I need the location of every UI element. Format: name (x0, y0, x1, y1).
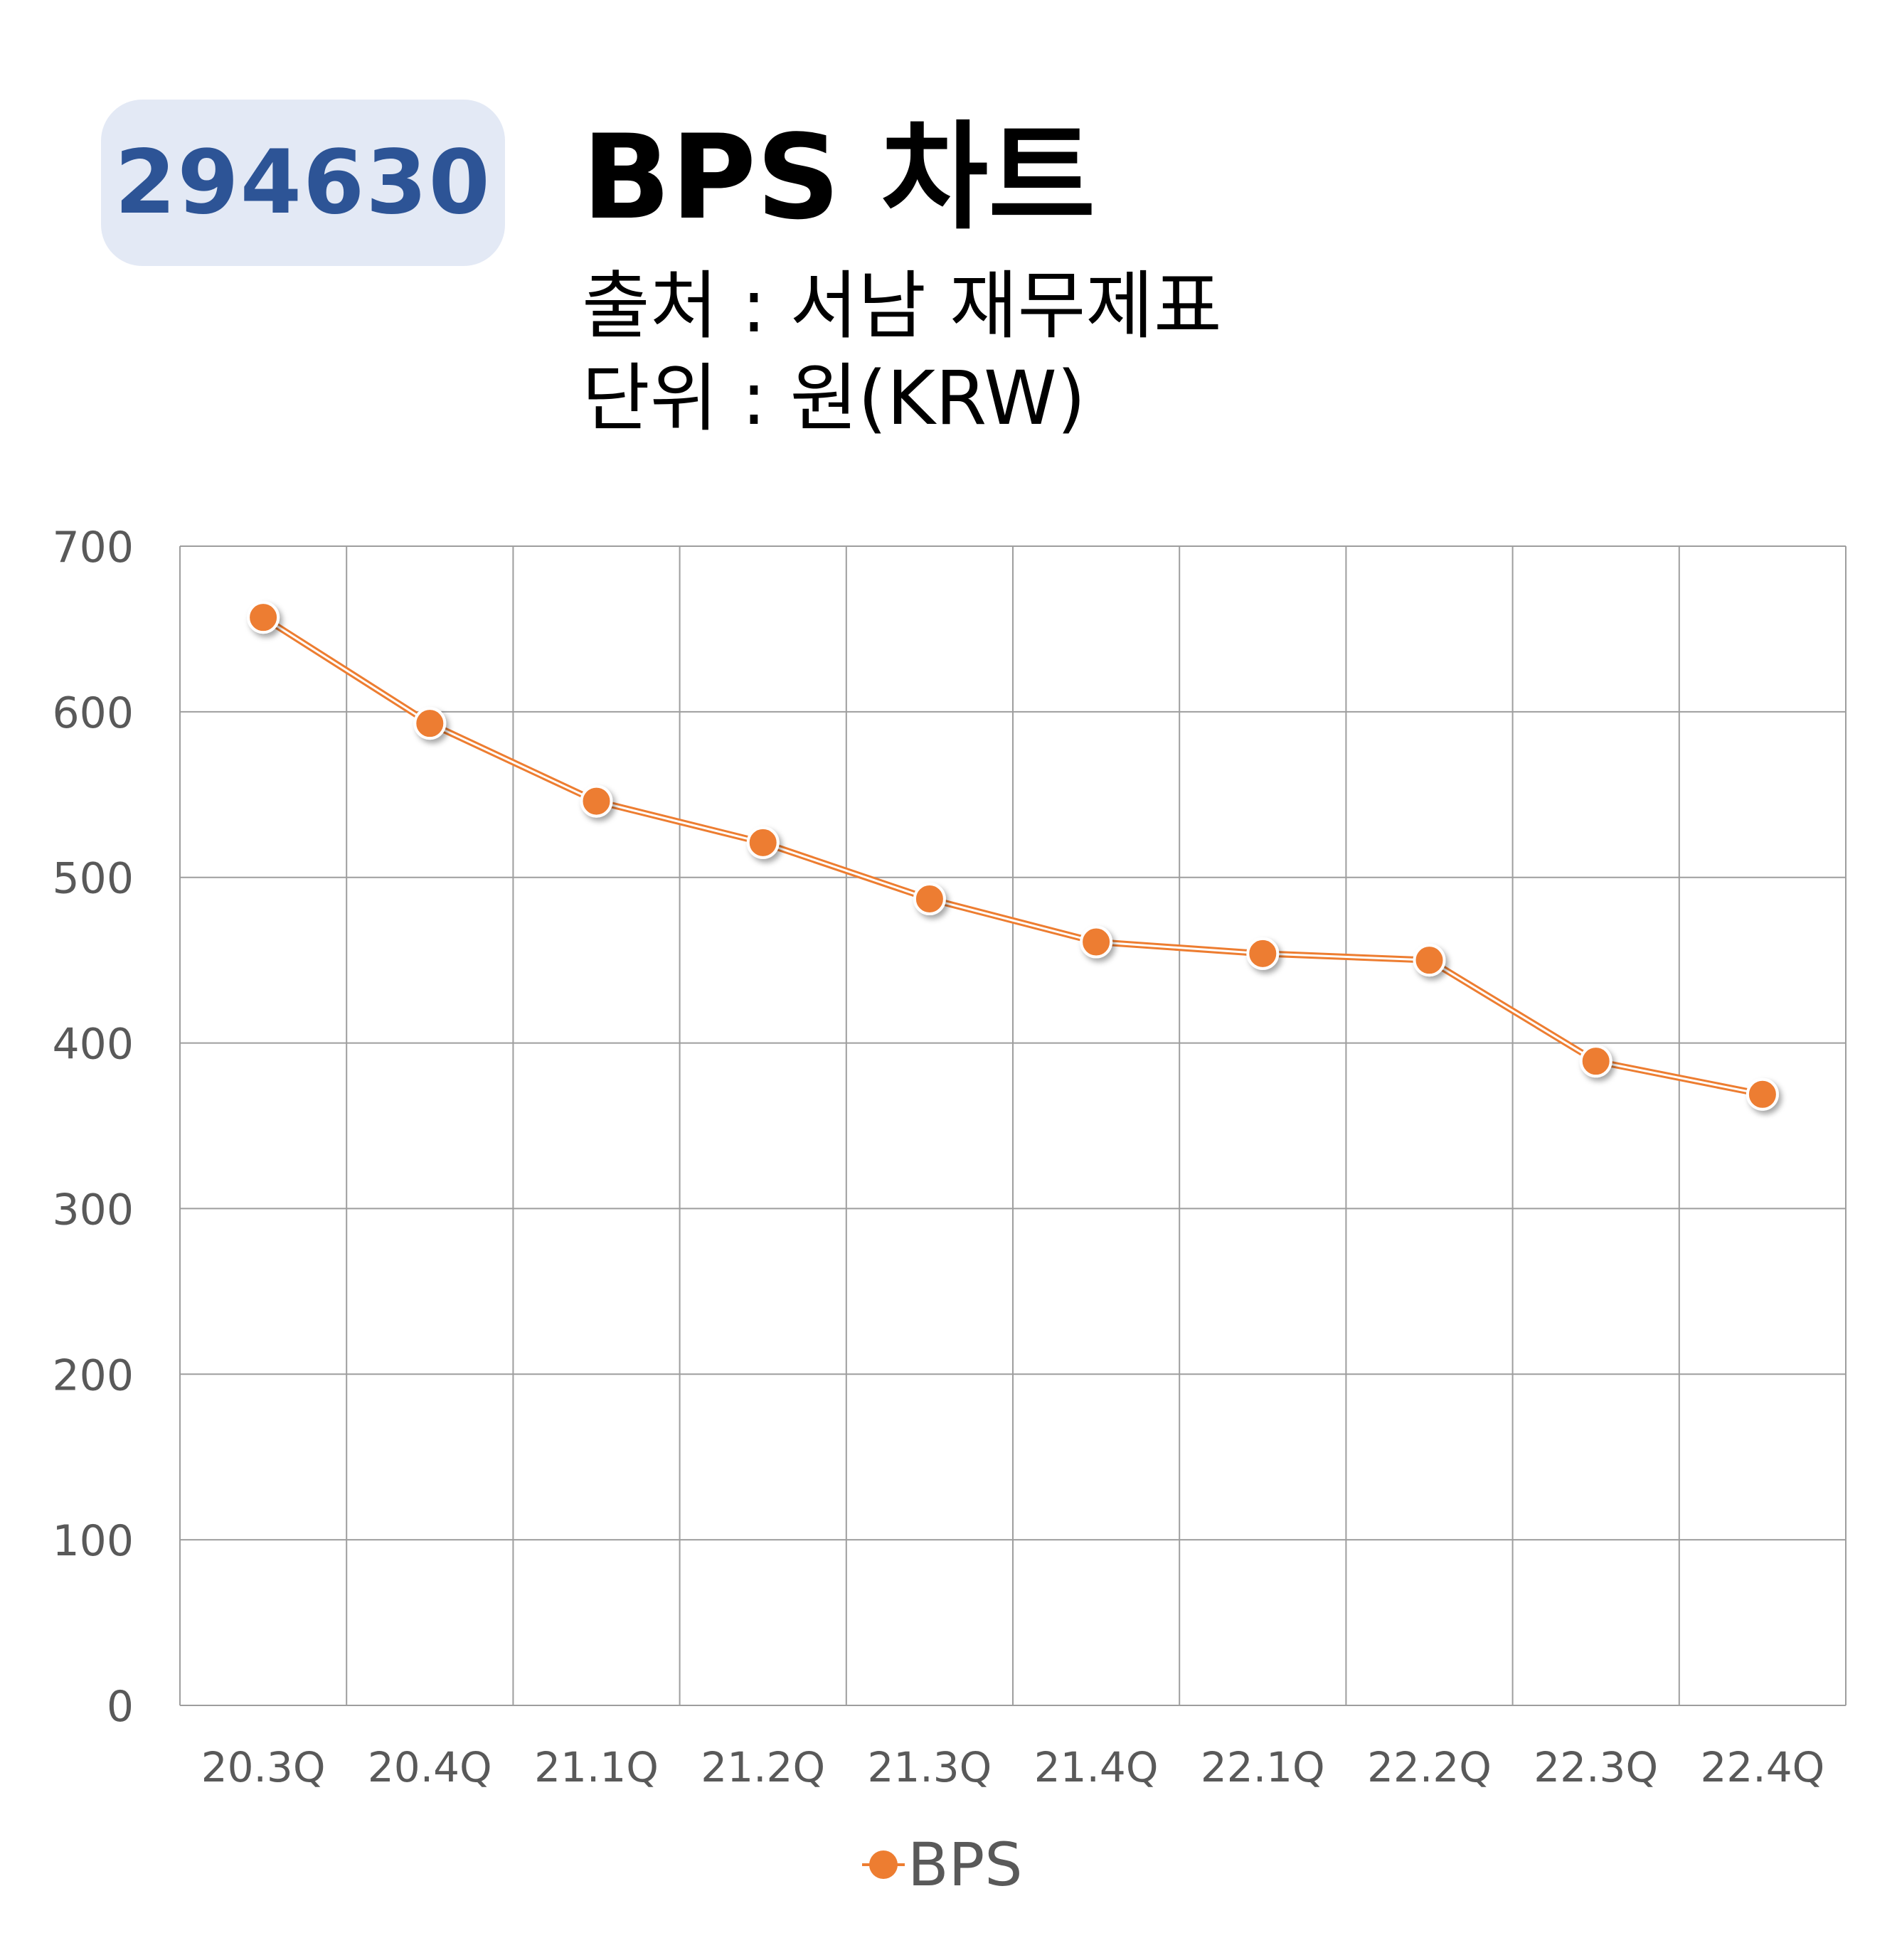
y-tick-label: 300 (52, 1185, 134, 1235)
x-tick-label: 22.2Q (1367, 1743, 1492, 1791)
x-tick-label: 21.2Q (701, 1743, 825, 1791)
data-point (746, 826, 780, 859)
chart-title: BPS 차트 (582, 110, 1096, 245)
chart-grid (179, 545, 1846, 1706)
x-tick-label: 21.1Q (534, 1743, 659, 1791)
data-point (913, 882, 946, 915)
x-tick-label: 22.3Q (1534, 1743, 1658, 1791)
series-line-inner (262, 616, 1764, 1096)
bps-line-chart: 0 100 200 300 400 500 600 700 20.3Q 20.4Q 21.1Q 21… (52, 523, 1846, 1791)
y-tick-label: 200 (52, 1351, 134, 1400)
x-tick-label: 22.1Q (1201, 1743, 1325, 1791)
legend-marker-icon (862, 1850, 905, 1879)
source-note: 출처 : 서남 재무제표 (582, 262, 1222, 349)
x-axis-ticks: 20.3Q 20.4Q 21.1Q 21.2Q 21.3Q 21.4Q 22.1Q 22.2Q… (201, 1743, 1825, 1791)
y-tick-label: 500 (52, 854, 134, 904)
data-point (580, 784, 613, 818)
y-tick-label: 400 (52, 1020, 134, 1070)
stock-code: 294630 (115, 132, 491, 234)
x-tick-label: 21.4Q (1034, 1743, 1159, 1791)
x-tick-label: 21.3Q (868, 1743, 992, 1791)
legend-label-bps: BPS (908, 1830, 1023, 1900)
stock-code-badge: 294630 (101, 100, 505, 266)
unit-note: 단위 : 원(KRW) (582, 355, 1086, 442)
data-point (1413, 944, 1446, 977)
y-tick-label: 100 (52, 1516, 134, 1566)
data-point (1745, 1077, 1779, 1111)
data-point (1579, 1045, 1612, 1078)
chart-legend: BPS (862, 1829, 1023, 1900)
data-point (413, 707, 447, 740)
data-point (1246, 937, 1280, 970)
x-tick-label: 20.4Q (368, 1743, 492, 1791)
y-axis-ticks: 0 100 200 300 400 500 600 700 (52, 523, 134, 1732)
y-tick-label: 600 (52, 688, 134, 738)
data-point (247, 601, 280, 634)
y-tick-label: 700 (52, 523, 134, 572)
x-tick-label: 22.4Q (1701, 1743, 1825, 1791)
y-tick-label: 0 (107, 1682, 134, 1732)
x-tick-label: 20.3Q (201, 1743, 326, 1791)
series-bps (247, 601, 1779, 1111)
data-point (1080, 925, 1113, 959)
